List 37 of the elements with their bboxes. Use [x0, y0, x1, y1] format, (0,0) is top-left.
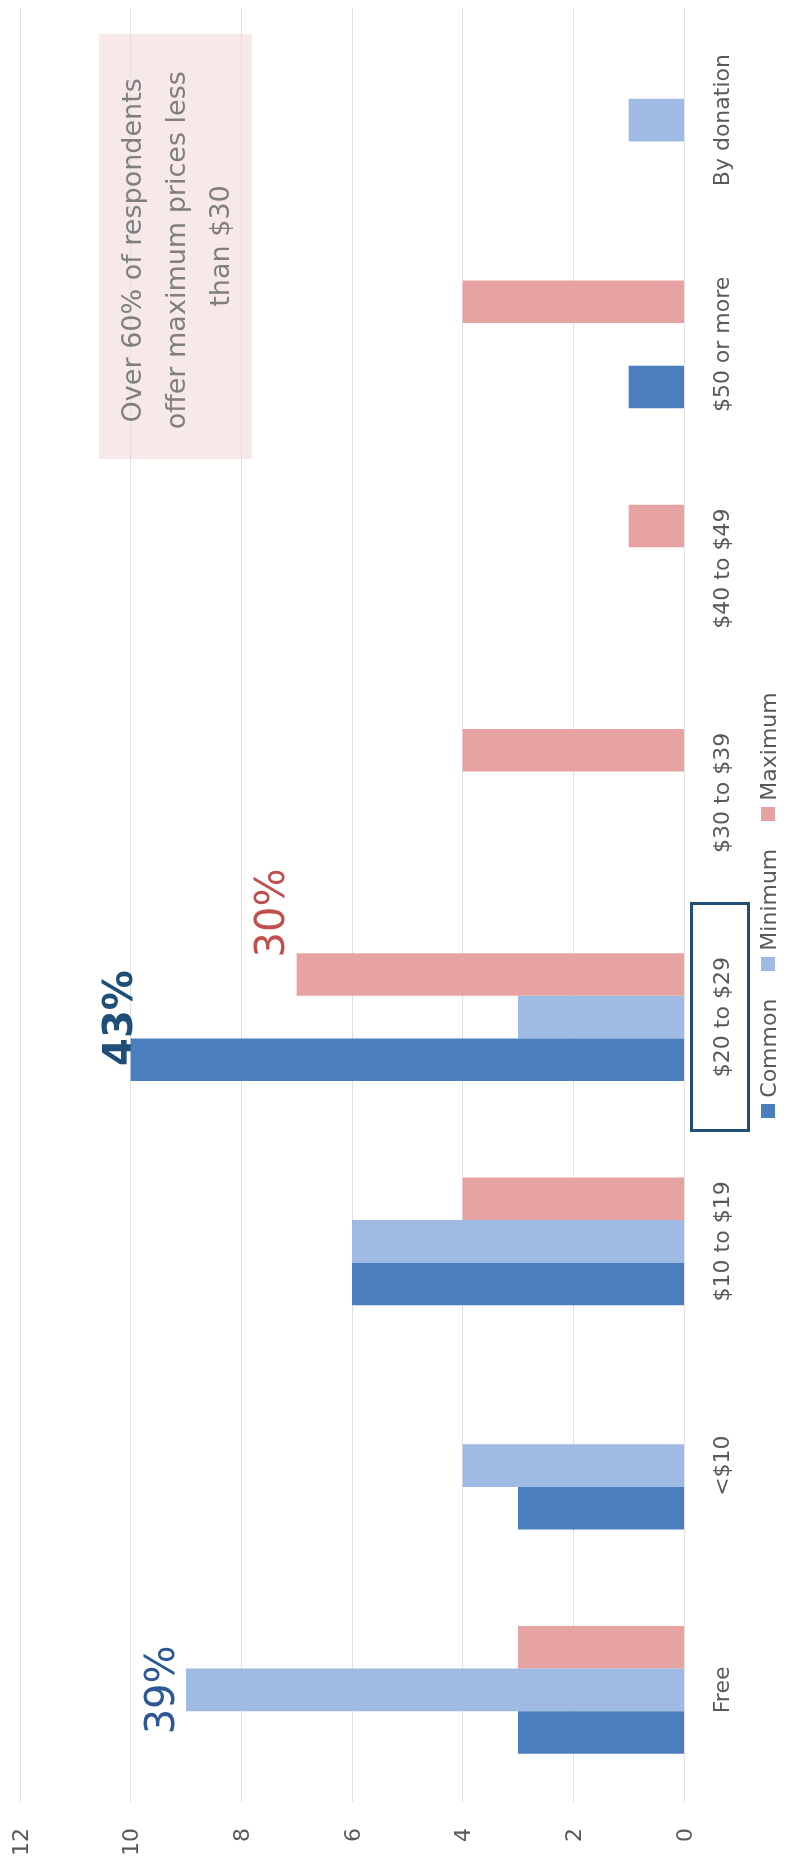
- y-tick-label: By donation: [708, 54, 734, 187]
- y-tick-label: $20 to $29: [708, 957, 734, 1078]
- bar: [462, 1444, 684, 1487]
- bar: [628, 365, 684, 409]
- bar: [352, 1220, 684, 1263]
- text: Maximum: [755, 692, 781, 801]
- bar: [518, 1711, 684, 1754]
- y-tick-label: $50 or more: [708, 276, 734, 413]
- x-tick-label: 6: [339, 1828, 365, 1842]
- x-tick-label: 8: [228, 1828, 254, 1842]
- bar: [462, 280, 684, 324]
- y-tick-label: $40 to $49: [708, 508, 734, 629]
- bar: [186, 1668, 684, 1712]
- y-tick-label: $10 to $19: [708, 1181, 734, 1302]
- y-tick-label: $30 to $39: [708, 732, 734, 853]
- x-tick-label: 4: [450, 1828, 476, 1842]
- bar: [352, 1262, 684, 1306]
- annotation: 43%: [95, 970, 141, 1066]
- y-tick-label: <$10: [708, 1435, 734, 1496]
- y-tick-label: Free: [708, 1666, 734, 1714]
- x-tick-label: 12: [7, 1828, 33, 1856]
- bar: [518, 1625, 684, 1669]
- bar: [296, 953, 684, 996]
- bar: [628, 98, 684, 142]
- bar: [518, 995, 684, 1039]
- annotation: 39%: [137, 1645, 183, 1735]
- bar: [628, 504, 684, 548]
- x-tick-label: 10: [118, 1828, 144, 1856]
- x-tick-label: 2: [560, 1828, 586, 1842]
- annotation: Over 60% of respondents offer maximum prices less than $30: [115, 62, 235, 430]
- annotation: 30%: [247, 868, 293, 958]
- bar: [518, 1486, 684, 1530]
- x-tick-label: 0: [671, 1828, 697, 1842]
- text: Common: [755, 998, 781, 1098]
- bar: [462, 728, 684, 772]
- text: Minimum: [755, 848, 781, 951]
- bar: [462, 1177, 684, 1221]
